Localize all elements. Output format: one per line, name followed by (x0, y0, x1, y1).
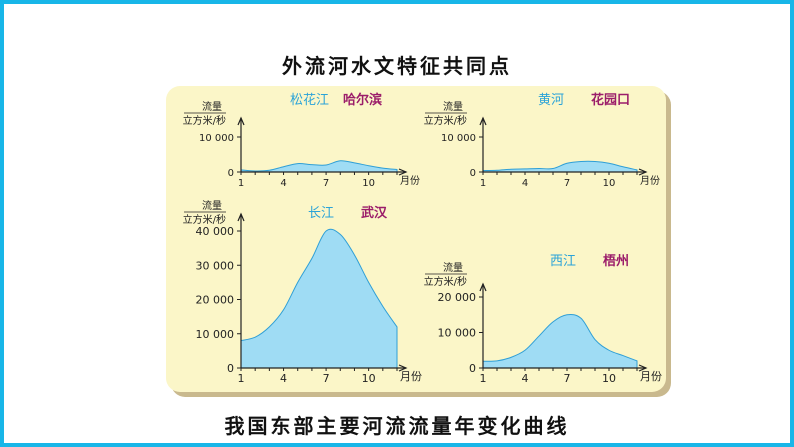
flow-area-2 (482, 160, 638, 173)
x-axis-label: 月份 (400, 370, 422, 383)
x-tick-label: 4 (522, 178, 528, 189)
y-axis-arrow (479, 282, 487, 292)
x-tick-label: 7 (564, 372, 571, 385)
x-tick-label: 1 (480, 178, 486, 189)
y-axis-label-line2: 立方米/秒 (183, 213, 226, 226)
y-axis-label-line2: 立方米/秒 (424, 275, 467, 288)
y-tick-label: 10 000 (196, 328, 235, 341)
y-tick-label: 10 000 (438, 327, 477, 340)
flow-area-1 (240, 160, 398, 173)
y-axis-label-line2: 立方米/秒 (424, 114, 467, 127)
y-tick-label: 20 000 (196, 294, 235, 307)
x-tick-label: 1 (480, 372, 487, 385)
x-tick-label: 4 (280, 372, 287, 385)
y-tick-label: 30 000 (196, 259, 235, 272)
station-name: 武汉 (361, 205, 388, 221)
x-tick-label: 7 (323, 178, 329, 189)
x-axis-label: 月份 (640, 175, 660, 187)
y-tick-label: 10 000 (199, 133, 234, 144)
station-name: 花园口 (591, 92, 630, 108)
y-axis-label-line2: 立方米/秒 (183, 114, 226, 127)
flow-area-4 (482, 313, 638, 369)
x-tick-label: 4 (280, 178, 286, 189)
y-tick-label: 40 000 (196, 225, 235, 238)
river-name: 长江 (308, 206, 334, 221)
x-tick-label: 10 (362, 372, 376, 385)
y-tick-label: 0 (469, 362, 476, 375)
y-tick-label: 0 (228, 168, 234, 179)
x-tick-label: 10 (362, 178, 375, 189)
chart-caption: 我国东部主要河流流量年变化曲线 (224, 414, 570, 438)
x-axis-arrow (398, 364, 408, 372)
y-axis-arrow (237, 212, 245, 222)
x-tick-label: 1 (238, 178, 244, 189)
y-axis-arrow (237, 116, 245, 126)
x-axis-label: 月份 (640, 370, 662, 383)
y-tick-label: 20 000 (438, 291, 477, 304)
x-tick-label: 1 (238, 372, 245, 385)
y-axis-label-line1: 流量 (202, 100, 222, 113)
river-name: 松花江 (290, 92, 329, 108)
station-name: 哈尔滨 (343, 92, 382, 108)
y-tick-label: 0 (470, 168, 476, 179)
x-tick-label: 10 (602, 372, 616, 385)
y-axis-label-line1: 流量 (202, 199, 222, 212)
x-tick-label: 10 (603, 178, 616, 189)
page-title: 外流河水文特征共同点 (282, 54, 512, 78)
station-name: 梧州 (603, 253, 629, 269)
river-name: 西江 (550, 254, 576, 269)
y-axis-label-line1: 流量 (443, 100, 463, 113)
x-axis-arrow (398, 168, 408, 176)
y-tick-label: 10 000 (441, 133, 476, 144)
flow-area-3 (240, 228, 398, 369)
x-axis-arrow (638, 364, 648, 372)
y-tick-label: 0 (227, 362, 234, 375)
y-axis-arrow (479, 116, 487, 126)
x-tick-label: 7 (564, 178, 570, 189)
x-tick-label: 4 (522, 372, 529, 385)
x-tick-label: 7 (323, 372, 330, 385)
y-axis-label-line1: 流量 (443, 261, 463, 274)
river-name: 黄河 (538, 93, 564, 108)
x-axis-arrow (638, 168, 648, 176)
x-axis-label: 月份 (400, 175, 420, 187)
